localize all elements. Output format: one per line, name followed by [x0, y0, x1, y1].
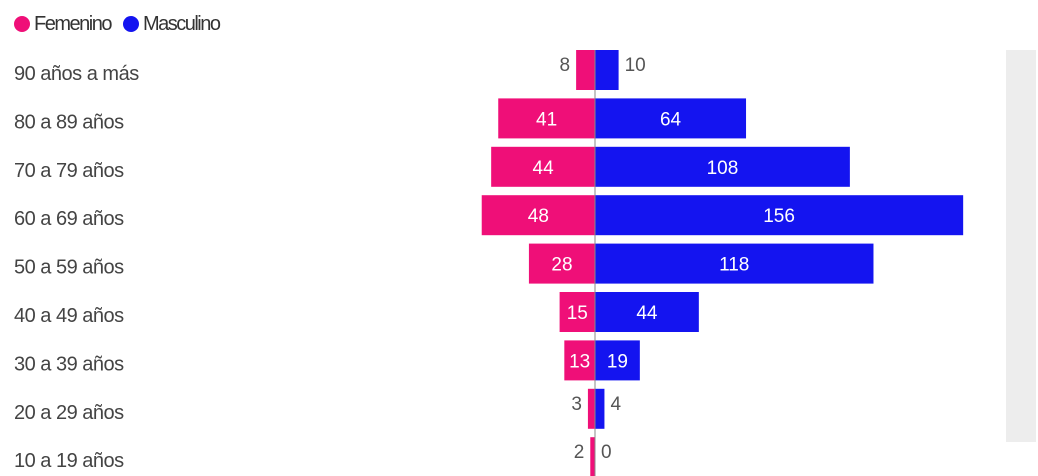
value-label-female: 48 [528, 206, 549, 227]
bar-male[interactable] [595, 340, 640, 381]
male-swatch-icon [122, 16, 139, 32]
bar-female[interactable] [590, 437, 595, 476]
bar-female[interactable] [587, 388, 595, 429]
bar-female[interactable] [528, 243, 595, 284]
category-label: 50 a 59 años [14, 257, 124, 279]
bar-male[interactable] [595, 50, 619, 90]
value-label-male: 44 [636, 303, 658, 324]
legend-item-female[interactable]: Femenino [14, 12, 112, 36]
value-label-female: 44 [533, 158, 555, 179]
value-label-female: 8 [560, 55, 571, 76]
bar-male[interactable] [595, 388, 605, 429]
value-label-male: 64 [660, 109, 682, 130]
category-label: 70 a 79 años [14, 160, 124, 182]
category-label: 90 años a más [14, 63, 139, 85]
value-label-male: 4 [610, 394, 621, 415]
value-label-male: 118 [719, 255, 749, 276]
legend-female-label: Femenino [34, 12, 112, 35]
value-label-female: 13 [569, 351, 590, 372]
bar-female[interactable] [559, 292, 595, 332]
legend-item-male[interactable]: Masculino [122, 12, 221, 36]
legend: Femenino Masculino [14, 12, 221, 36]
scrollbar-track[interactable] [1006, 50, 1036, 442]
value-label-female: 28 [551, 255, 572, 276]
value-label-male: 10 [625, 55, 646, 76]
bar-male[interactable] [595, 243, 874, 284]
bar-female[interactable] [481, 195, 595, 236]
bar-female[interactable] [576, 50, 595, 90]
category-label: 30 a 39 años [14, 353, 124, 375]
value-label-female: 41 [536, 109, 557, 130]
bar-female[interactable] [491, 146, 595, 187]
category-label: 20 a 29 años [14, 402, 124, 424]
legend-male-label: Masculino [142, 12, 221, 35]
value-label-female: 15 [567, 303, 588, 324]
category-label: 80 a 89 años [14, 111, 124, 133]
value-label-female: 2 [574, 442, 585, 463]
category-label: 40 a 49 años [14, 305, 124, 327]
bar-female[interactable] [564, 340, 595, 381]
value-label-female: 3 [571, 394, 582, 415]
category-label: 10 a 19 años [14, 450, 124, 472]
value-label-male: 156 [763, 206, 795, 227]
bar-male[interactable] [595, 146, 850, 187]
category-label: 60 a 69 años [14, 208, 124, 230]
female-swatch-icon [14, 16, 30, 32]
bar-male[interactable] [595, 292, 699, 332]
bar-male[interactable] [595, 98, 747, 139]
value-label-male: 108 [707, 158, 739, 179]
value-label-male: 0 [601, 442, 612, 463]
bar-male[interactable] [595, 195, 964, 236]
value-label-male: 19 [607, 351, 628, 372]
bar-female[interactable] [498, 98, 595, 139]
